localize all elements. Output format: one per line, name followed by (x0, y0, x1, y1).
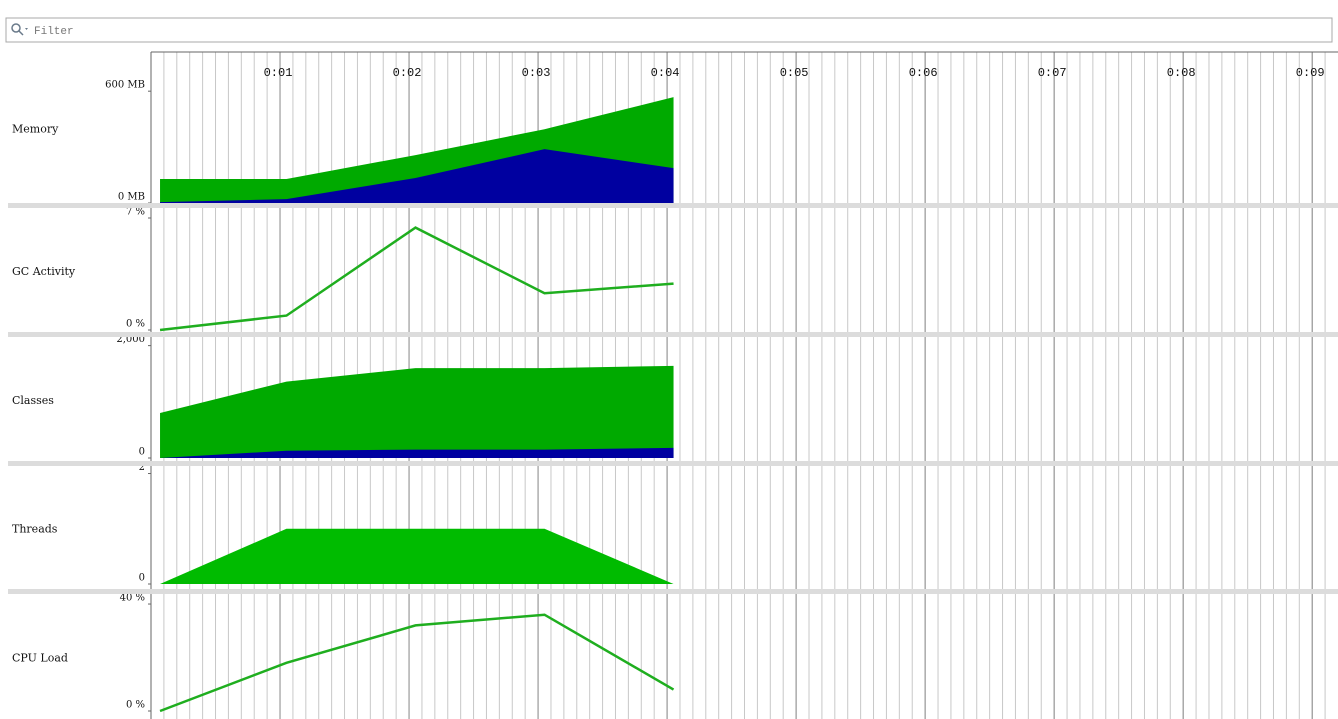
area-series (160, 447, 674, 458)
y-tick-label: 7 % (126, 207, 145, 218)
time-label: 0:03 (522, 66, 551, 80)
time-label: 0:08 (1167, 66, 1196, 80)
filter-placeholder: Filter (34, 26, 74, 38)
y-tick-label: 40 % (120, 593, 145, 604)
area-series (160, 149, 674, 203)
plots: Memory 0 MB 600 MB GC Activity 0 % 7 % Classes… (8, 80, 1338, 713)
area-series (160, 528, 674, 584)
time-label: 0:09 (1296, 66, 1325, 80)
search-dropdown (25, 28, 28, 30)
panel-separator (8, 203, 1338, 208)
time-label: 0:01 (264, 66, 293, 80)
time-label: 0:07 (1038, 66, 1067, 80)
time-label: 0:06 (909, 66, 938, 80)
y-tick-label: 0 (139, 573, 145, 584)
panel-name: Memory (12, 123, 59, 136)
y-tick-label: 0 MB (118, 192, 145, 203)
y-tick-label: 2 (139, 462, 145, 473)
y-tick-label: 0 (139, 447, 145, 458)
panel-separator (8, 332, 1338, 337)
y-tick-label: 0 % (126, 319, 145, 330)
y-tick-label: 600 MB (105, 80, 145, 91)
line-series (159, 226, 674, 332)
y-tick-label: 0 % (126, 700, 145, 711)
filter-box[interactable] (5, 17, 1333, 43)
search-icon-handle (18, 30, 24, 36)
panel-name: Classes (12, 394, 54, 407)
time-label: 0:02 (393, 66, 422, 80)
panel-separator (8, 589, 1338, 594)
line-series (159, 613, 675, 713)
search-icon (11, 23, 21, 33)
panel-name: Threads (12, 523, 58, 536)
y-tick-label: 2,000 (116, 334, 145, 345)
area-series (160, 365, 674, 458)
panel-name: GC Activity (12, 265, 76, 278)
time-label: 0:04 (651, 66, 680, 80)
panel-separator (8, 461, 1338, 466)
time-label: 0:05 (780, 66, 809, 80)
panel-name: CPU Load (12, 652, 68, 665)
